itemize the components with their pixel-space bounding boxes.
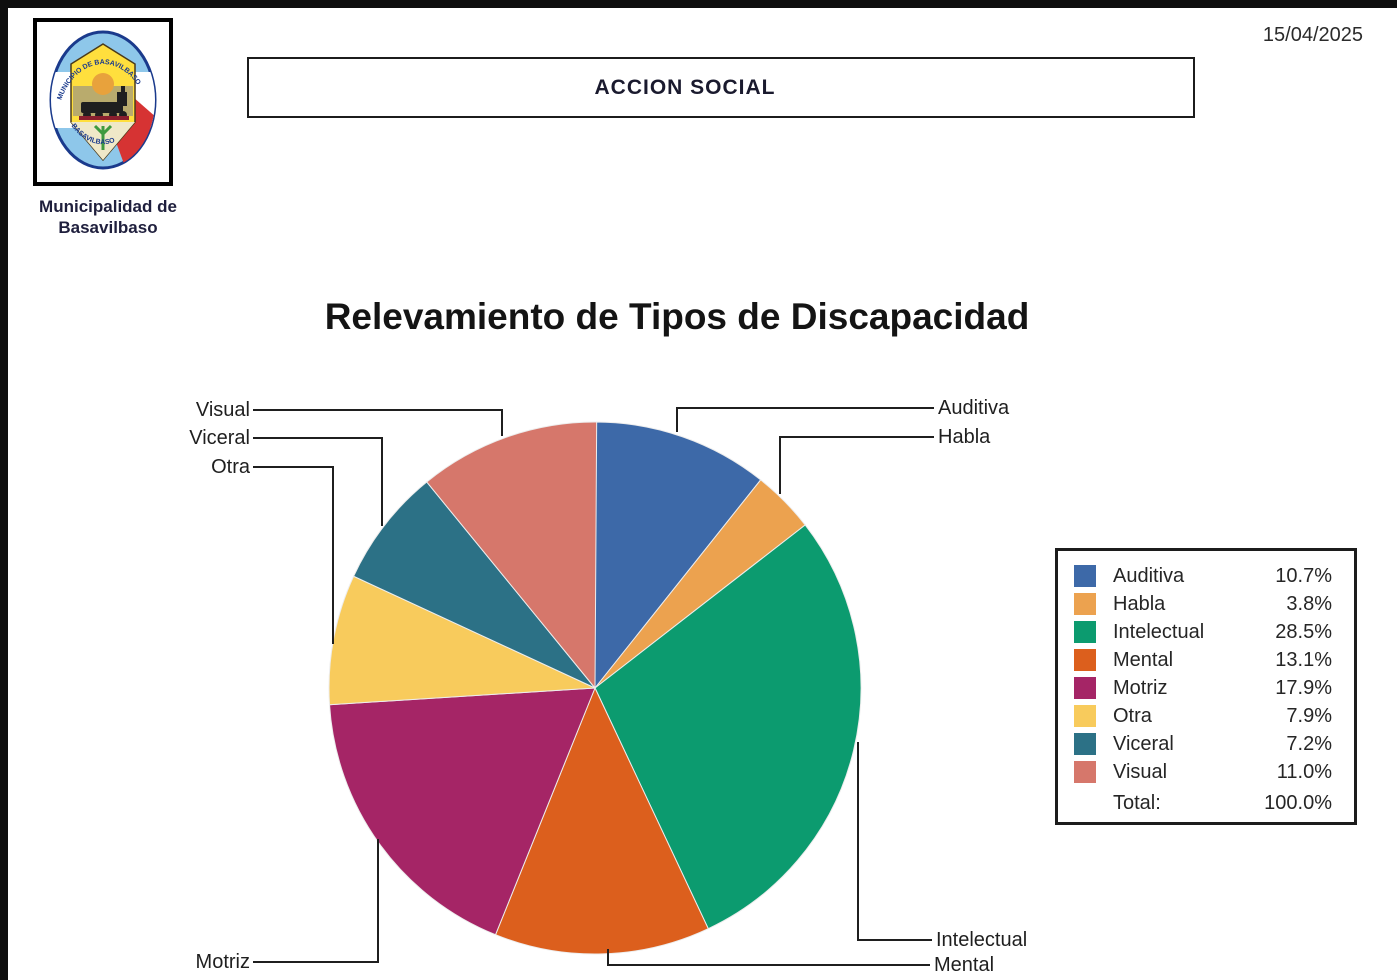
municipality-name: Municipalidad de Basavilbaso xyxy=(8,196,208,238)
legend-label-motriz: Motriz xyxy=(1113,676,1168,699)
legend-row-visual: Visual 11.0% xyxy=(1074,758,1332,786)
legend-row-mental: Mental 13.1% xyxy=(1074,646,1332,674)
municipality-name-line2: Basavilbaso xyxy=(58,218,158,237)
legend-row-intelectual: Intelectual 28.5% xyxy=(1074,618,1332,646)
legend-value-auditiva: 10.7% xyxy=(1275,564,1332,587)
legend-value-motriz: 17.9% xyxy=(1275,676,1332,699)
legend-value-mental: 13.1% xyxy=(1275,648,1332,671)
legend-label-visual: Visual xyxy=(1113,760,1168,783)
leader-line-visual xyxy=(253,409,503,436)
leader-line-habla xyxy=(779,436,934,494)
section-banner: ACCION SOCIAL xyxy=(247,57,1195,118)
legend-swatch-auditiva xyxy=(1074,565,1096,587)
legend-total-label: Total: xyxy=(1113,792,1161,814)
legend-swatch-intelectual xyxy=(1074,621,1096,643)
legend-total-row: Total: 100.0% xyxy=(1074,792,1332,815)
legend-total-value: 100.0% xyxy=(1264,792,1332,814)
leader-line-motriz xyxy=(253,839,379,963)
legend-label-habla: Habla xyxy=(1113,592,1166,615)
legend-swatch-otra xyxy=(1074,705,1096,727)
leader-line-otra xyxy=(253,466,334,644)
legend-swatch-visual xyxy=(1074,761,1096,783)
page-border-left xyxy=(0,0,8,980)
legend-label-auditiva: Auditiva xyxy=(1113,564,1185,587)
pie-callout-label-visual: Visual xyxy=(195,399,250,421)
pie-slice-intelectual xyxy=(594,524,862,930)
legend-value-otra: 7.9% xyxy=(1286,704,1332,727)
pie-callout-label-viceral: Viceral xyxy=(189,427,250,449)
pie-callout-label-auditiva: Auditiva xyxy=(938,397,1010,419)
legend-label-viceral: Viceral xyxy=(1113,732,1174,755)
municipality-logo: MUNICIPIO DE BASAVILBASO BASAVILBASO xyxy=(33,18,173,186)
legend-label-mental: Mental xyxy=(1113,648,1174,671)
legend-swatch-habla xyxy=(1074,593,1096,615)
legend-swatch-motriz xyxy=(1074,677,1096,699)
legend-row-otra: Otra 7.9% xyxy=(1074,702,1332,730)
legend-value-intelectual: 28.5% xyxy=(1275,620,1332,643)
pie-callout-label-habla: Habla xyxy=(938,426,991,448)
pie-slice-visual xyxy=(426,421,598,690)
pie-slice-mental xyxy=(494,686,709,955)
legend-row-auditiva: Auditiva 10.7% xyxy=(1074,562,1332,590)
pie-callout-label-intelectual: Intelectual xyxy=(936,929,1028,951)
legend-total-swatch-spacer xyxy=(1074,793,1096,815)
legend-rows: Auditiva 10.7% Habla 3.8% Intelectual 28.5% Me… xyxy=(1074,562,1332,786)
legend-swatch-mental xyxy=(1074,649,1096,671)
pie-callout-label-motriz: Motriz xyxy=(195,951,250,973)
legend-value-visual: 11.0% xyxy=(1276,760,1332,783)
pie-callout-label-otra: Otra xyxy=(211,456,250,478)
legend-row-motriz: Motriz 17.9% xyxy=(1074,674,1332,702)
chart-legend: Auditiva 10.7% Habla 3.8% Intelectual 28.5% Me… xyxy=(1055,548,1357,825)
legend-row-habla: Habla 3.8% xyxy=(1074,590,1332,618)
legend-row-viceral: Viceral 7.2% xyxy=(1074,730,1332,758)
page-border-top xyxy=(0,0,1397,8)
chart-title: Relevamiento de Tipos de Discapacidad xyxy=(324,296,1030,337)
legend-label-otra: Otra xyxy=(1113,704,1152,727)
report-date: 15/04/2025 xyxy=(1262,24,1363,46)
municipality-name-line1: Municipalidad de xyxy=(39,197,177,216)
pie-slice-viceral xyxy=(352,481,596,689)
coat-of-arms-image: MUNICIPIO DE BASAVILBASO BASAVILBASO xyxy=(49,30,157,170)
pie-callout-label-mental: Mental xyxy=(934,954,995,976)
leader-line-mental xyxy=(607,949,930,966)
legend-value-viceral: 7.2% xyxy=(1286,732,1332,755)
legend-label-intelectual: Intelectual xyxy=(1113,620,1205,643)
legend-swatch-viceral xyxy=(1074,733,1096,755)
pie-slice-auditiva xyxy=(594,421,762,690)
leader-line-viceral xyxy=(253,437,383,526)
legend-value-habla: 3.8% xyxy=(1286,592,1332,615)
leader-line-intelectual xyxy=(857,742,932,941)
leader-line-auditiva xyxy=(676,407,934,432)
section-banner-label: ACCION SOCIAL xyxy=(594,75,776,99)
pie-slice-motriz xyxy=(328,687,596,936)
